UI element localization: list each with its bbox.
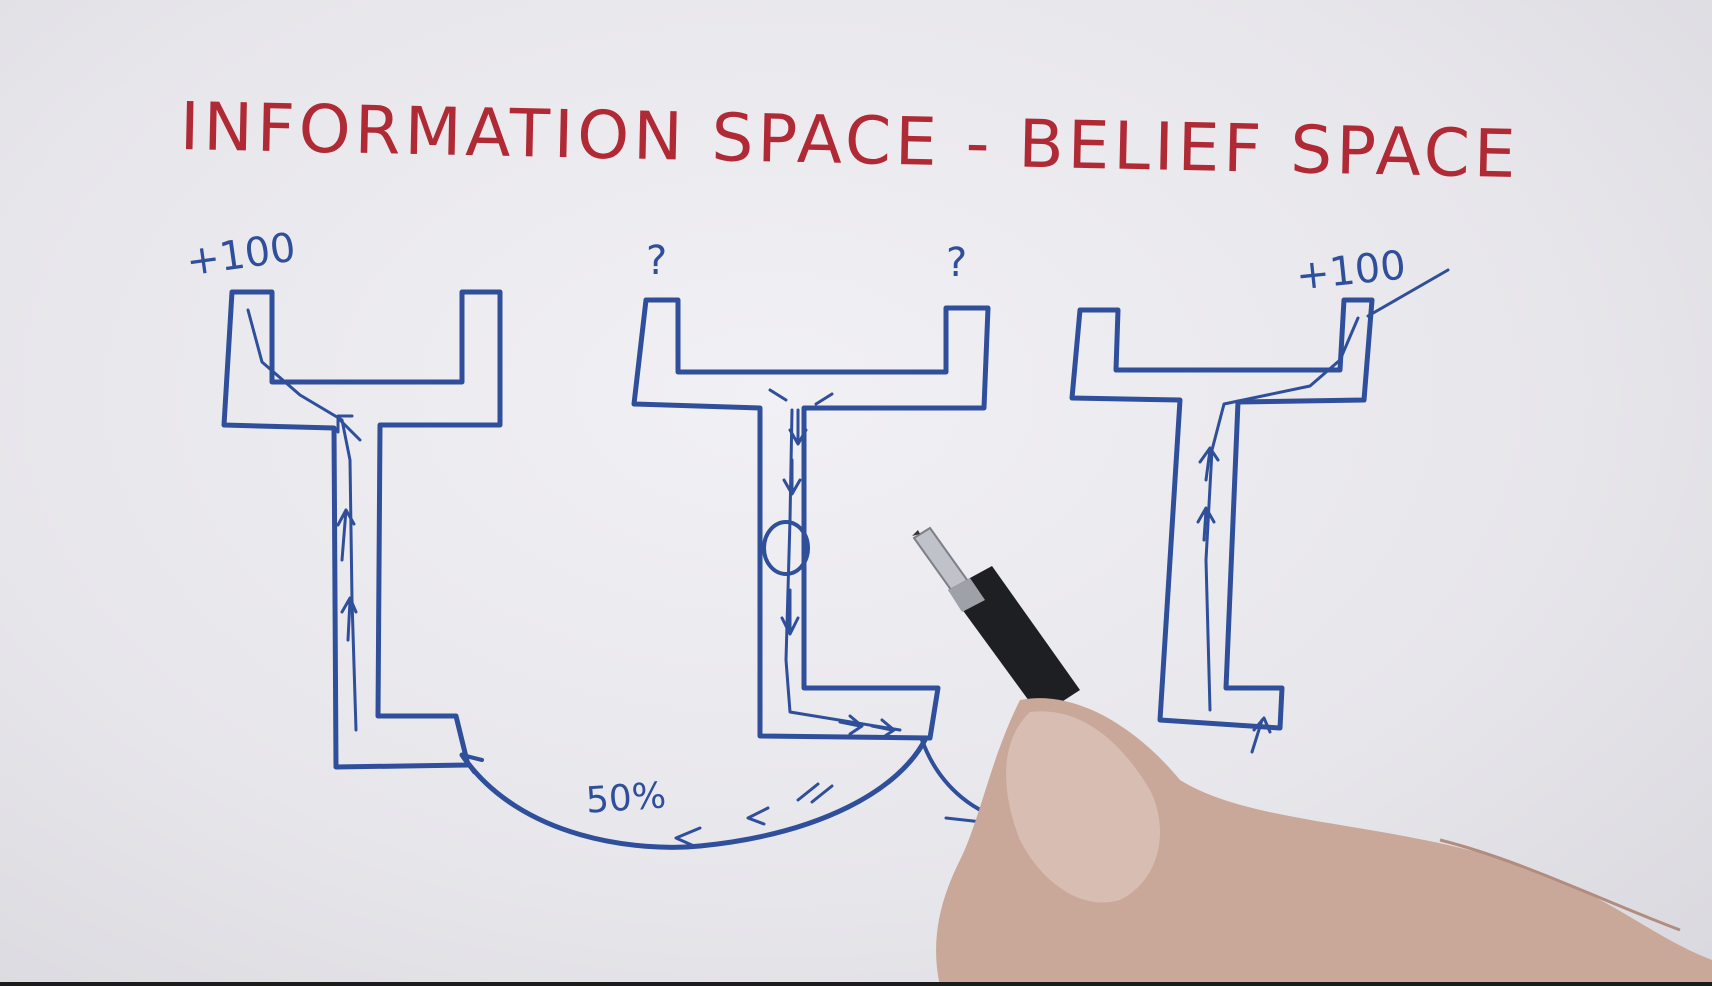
left-arrow	[336, 508, 356, 562]
right-arrow	[1196, 506, 1216, 542]
bottom-edge	[0, 982, 1712, 986]
arc-arrow	[746, 806, 770, 826]
probability-label: 50%	[584, 775, 668, 822]
middle-right-question-label: ?	[946, 240, 968, 286]
left-arrow	[336, 414, 362, 442]
middle-arrow	[782, 458, 802, 496]
arc-arrow	[674, 826, 702, 848]
middle-arrow	[870, 718, 896, 740]
right-trajectory	[1204, 316, 1360, 712]
arc-arrow	[796, 782, 834, 804]
middle-arrow	[838, 714, 864, 736]
left-arrow	[340, 596, 358, 642]
right-exit-arrow	[1250, 716, 1272, 754]
middle-maze-outline	[631, 297, 991, 741]
pen	[912, 526, 1080, 716]
arc-arrow	[460, 753, 484, 774]
middle-arrow	[788, 408, 808, 446]
middle-arrow	[768, 388, 834, 406]
right-pointer-line	[1366, 268, 1450, 318]
left-maze-outline	[221, 289, 503, 770]
middle-left-question-label: ?	[646, 238, 668, 284]
middle-arrow	[780, 588, 800, 636]
right-maze-outline	[1069, 297, 1375, 731]
right-arrow	[1198, 446, 1220, 482]
transition-arc	[459, 735, 929, 850]
robot-blob	[762, 520, 810, 576]
hand	[936, 698, 1712, 986]
